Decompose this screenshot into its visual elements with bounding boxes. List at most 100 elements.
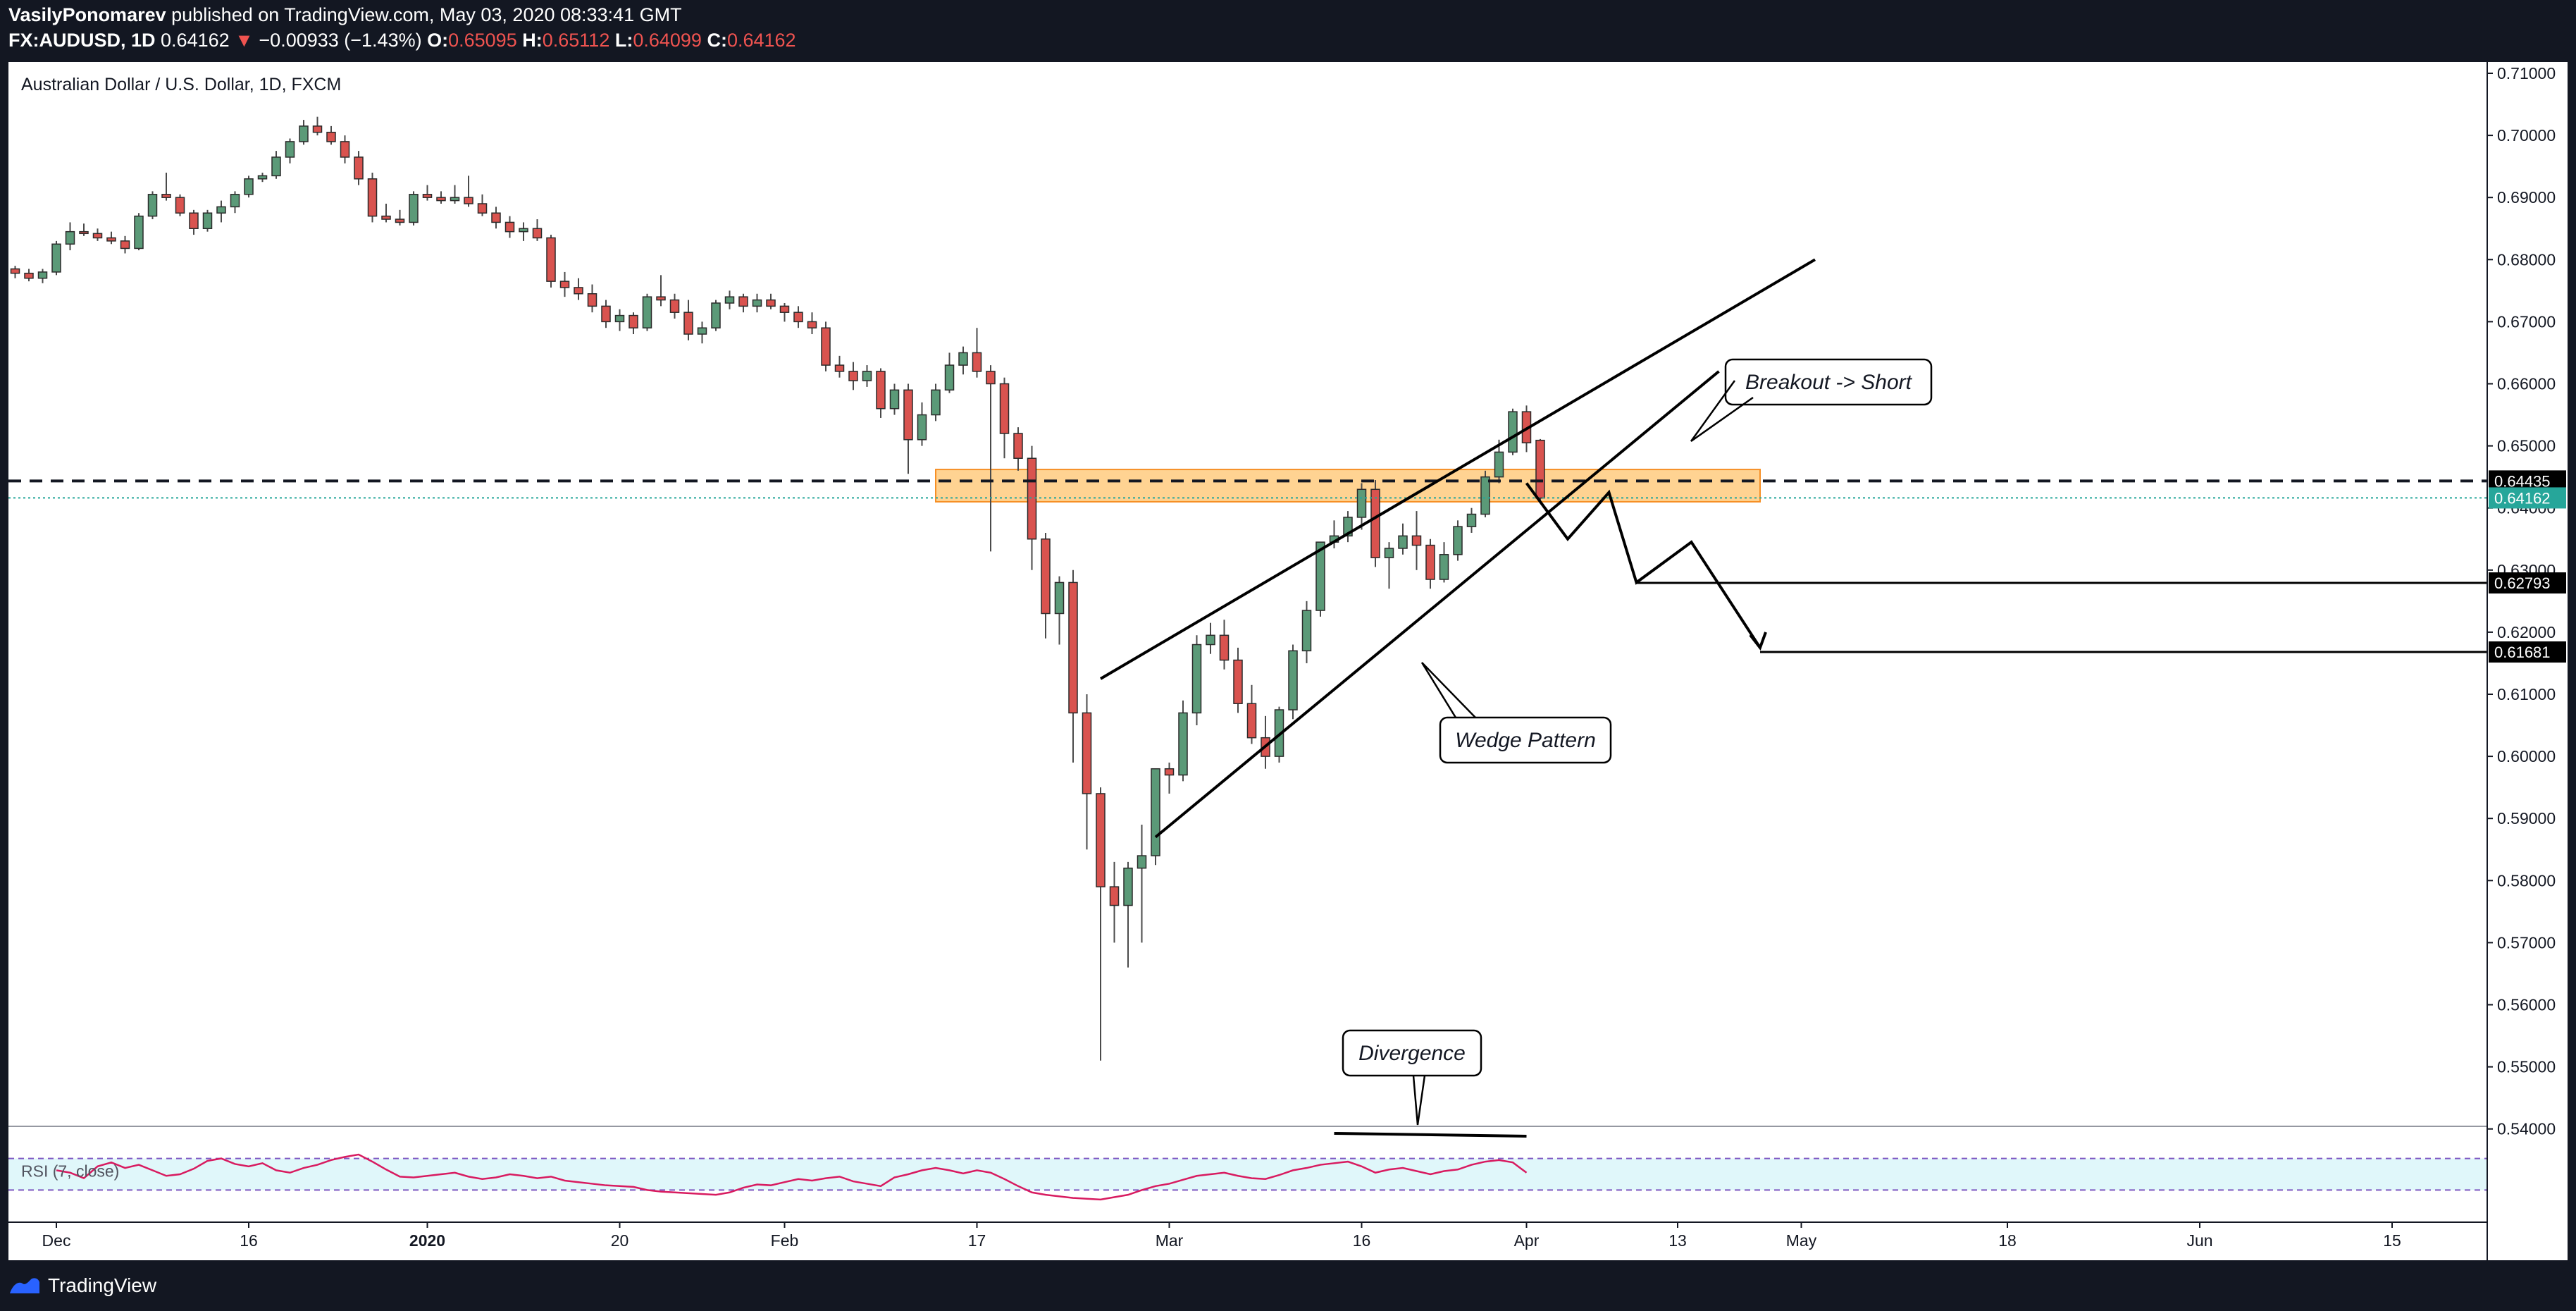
x-tick-label: Feb <box>771 1231 799 1250</box>
candle-down <box>807 321 817 328</box>
candle-down <box>1425 544 1435 580</box>
x-tick-label: Dec <box>42 1231 71 1250</box>
candle-up <box>711 302 721 328</box>
candle-down <box>1068 581 1078 714</box>
candle-up <box>1466 513 1477 527</box>
candle-down <box>354 156 364 180</box>
candle-down <box>504 221 515 233</box>
candle-down <box>903 389 913 441</box>
y-tick-label: 0.68000 <box>2497 250 2556 269</box>
candle-down <box>1233 659 1243 704</box>
candle-up <box>271 156 281 177</box>
candle-down <box>395 218 405 223</box>
publish-info: published on TradingView.com, May 03, 20… <box>171 4 682 25</box>
publish-header: VasilyPonomarev published on TradingView… <box>0 0 2576 62</box>
candle-down <box>106 237 116 242</box>
candle-down <box>1013 433 1023 459</box>
wedge-callout-text: Wedge Pattern <box>1455 729 1596 752</box>
candle-down <box>491 212 501 223</box>
candle-down <box>1246 703 1257 739</box>
candle-up <box>51 243 61 273</box>
divergence-callout-text: Divergence <box>1358 1042 1466 1065</box>
candle-up <box>1137 855 1147 869</box>
candle-up <box>519 228 528 233</box>
x-tick-label: 2020 <box>409 1231 445 1250</box>
high-value: 0.65112 <box>542 30 610 51</box>
y-tick-label: 0.69000 <box>2497 188 2556 207</box>
candle-down <box>120 240 130 250</box>
tradingview-logo-icon <box>10 1278 39 1293</box>
axis-layer: 0.71000 0.70000 0.69000 0.68000 0.67000 0.660… <box>42 62 2568 1260</box>
candle-down <box>574 287 583 295</box>
wedge-callout-box <box>1439 716 1612 764</box>
candle-up <box>299 125 309 142</box>
x-tick-label: 15 <box>2383 1231 2401 1250</box>
candle-up <box>931 389 941 416</box>
candle-down <box>1535 439 1545 499</box>
x-tick-label: Jun <box>2186 1231 2212 1250</box>
breakout-callout-text: Breakout -> Short <box>1745 371 1913 394</box>
breakout-callout-box <box>1724 358 1933 406</box>
candle-down <box>587 293 597 307</box>
candle-down <box>1027 457 1037 540</box>
open-value: 0.65095 <box>448 30 517 51</box>
candle-down <box>422 194 433 198</box>
candle-down <box>175 197 185 214</box>
projection-arrowhead <box>1749 632 1767 651</box>
y-tick-label: 0.71000 <box>2497 64 2556 82</box>
chart-svg[interactable]: RSI (7, close)50.00 0.71000 0.70000 0.6900… <box>8 62 2568 1260</box>
candle-down <box>92 233 103 239</box>
candle-up <box>889 389 900 410</box>
candle-up <box>1508 411 1518 453</box>
candle-up <box>450 197 460 202</box>
candle-up <box>1178 712 1188 776</box>
candle-down <box>1411 535 1422 546</box>
y-tick-label: 0.70000 <box>2497 126 2556 144</box>
candle-up <box>1384 548 1394 558</box>
candle-down <box>367 178 378 217</box>
open-label: O: <box>427 30 449 51</box>
rsi-label: RSI (7, close) <box>21 1162 119 1181</box>
x-tick-label: 18 <box>1998 1231 2017 1250</box>
candle-down <box>79 230 89 235</box>
price-label: 0.62793 <box>2494 574 2551 592</box>
candle-down <box>876 371 886 410</box>
candle-down <box>821 327 831 366</box>
candle-up <box>614 314 625 323</box>
y-tick-label: 0.54000 <box>2497 1120 2556 1138</box>
y-tick-label: 0.67000 <box>2497 312 2556 331</box>
candle-down <box>546 237 556 282</box>
symbol-label: FX:AUDUSD, 1D <box>8 30 156 51</box>
breakout-callout-pointer <box>1690 380 1754 443</box>
candle-down <box>1370 488 1380 558</box>
author-name[interactable]: VasilyPonomarev <box>8 4 166 25</box>
brand[interactable]: TradingView <box>8 1274 156 1297</box>
chart-area[interactable]: RSI (7, close)50.00 0.71000 0.70000 0.6900… <box>8 62 2568 1260</box>
divergence-callout-pointer <box>1412 1075 1426 1126</box>
candle-up <box>216 206 226 214</box>
candle-down <box>464 197 473 204</box>
candle-up <box>1151 768 1160 856</box>
candle-up <box>1439 554 1449 580</box>
y-tick-label: 0.57000 <box>2497 933 2556 952</box>
candle-up <box>1206 634 1215 646</box>
candle-down <box>986 371 996 385</box>
ohlc-line: FX:AUDUSD, 1D 0.64162 ▼ −0.00933 (−1.43%… <box>8 30 796 51</box>
y-tick-label: 0.56000 <box>2497 996 2556 1014</box>
candle-down <box>1164 768 1175 776</box>
candle-up <box>1123 867 1133 906</box>
candle-down <box>1096 793 1106 887</box>
candle-up <box>1315 541 1325 611</box>
candle-down <box>656 296 666 301</box>
candle-up <box>1288 650 1298 710</box>
grid-layer <box>8 1126 2568 1223</box>
wedge-lower-line <box>1154 370 1720 839</box>
candle-up <box>285 141 295 158</box>
candle-down <box>669 299 680 313</box>
last-price: 0.64162 <box>161 30 230 51</box>
close-label: C: <box>707 30 727 51</box>
divergence-callout-box <box>1342 1029 1482 1077</box>
candle-up <box>642 296 652 328</box>
candle-up <box>917 414 927 441</box>
candle-up <box>944 364 955 391</box>
